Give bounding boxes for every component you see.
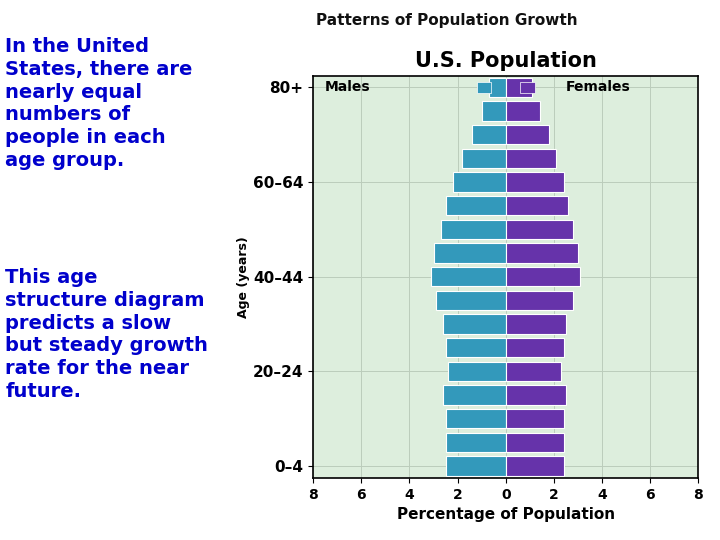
Bar [505,102,539,121]
Text: Males: Males [325,80,371,94]
Bar [446,338,505,357]
Bar [446,409,505,428]
Bar [505,291,573,310]
Title: U.S. Population: U.S. Population [415,51,597,71]
Bar [505,386,566,405]
Text: In the United
States, there are
nearly equal
numbers of
people in each
age group: In the United States, there are nearly e… [5,37,192,170]
Bar [446,196,505,215]
Bar [505,220,573,239]
Text: This age
structure diagram
predicts a slow
but steady growth
rate for the near
f: This age structure diagram predicts a sl… [5,268,208,401]
Text: Patterns of Population Growth: Patterns of Population Growth [315,14,577,29]
Bar [431,267,505,286]
Bar [505,362,561,381]
Bar [489,78,505,97]
Bar [505,196,568,215]
Bar [444,386,505,405]
Bar [482,102,505,121]
Text: Females: Females [566,80,631,94]
Bar [505,433,564,452]
Bar [505,338,564,357]
Bar [505,172,564,192]
Y-axis label: Age (years): Age (years) [237,236,251,318]
Bar [444,314,505,334]
Bar [505,148,557,168]
Bar [433,244,505,263]
Bar [462,148,505,168]
Bar [448,362,505,381]
Bar [446,456,505,476]
Bar [477,82,491,93]
Bar [436,291,505,310]
X-axis label: Percentage of Population: Percentage of Population [397,507,615,522]
Bar [472,125,505,145]
Bar [505,409,564,428]
Bar [521,82,535,93]
Bar [505,125,549,145]
Bar [446,433,505,452]
Bar [505,244,578,263]
Bar [505,78,532,97]
Bar [505,314,566,334]
Bar [505,267,580,286]
Bar [505,456,564,476]
Bar [453,172,505,192]
Bar [441,220,505,239]
